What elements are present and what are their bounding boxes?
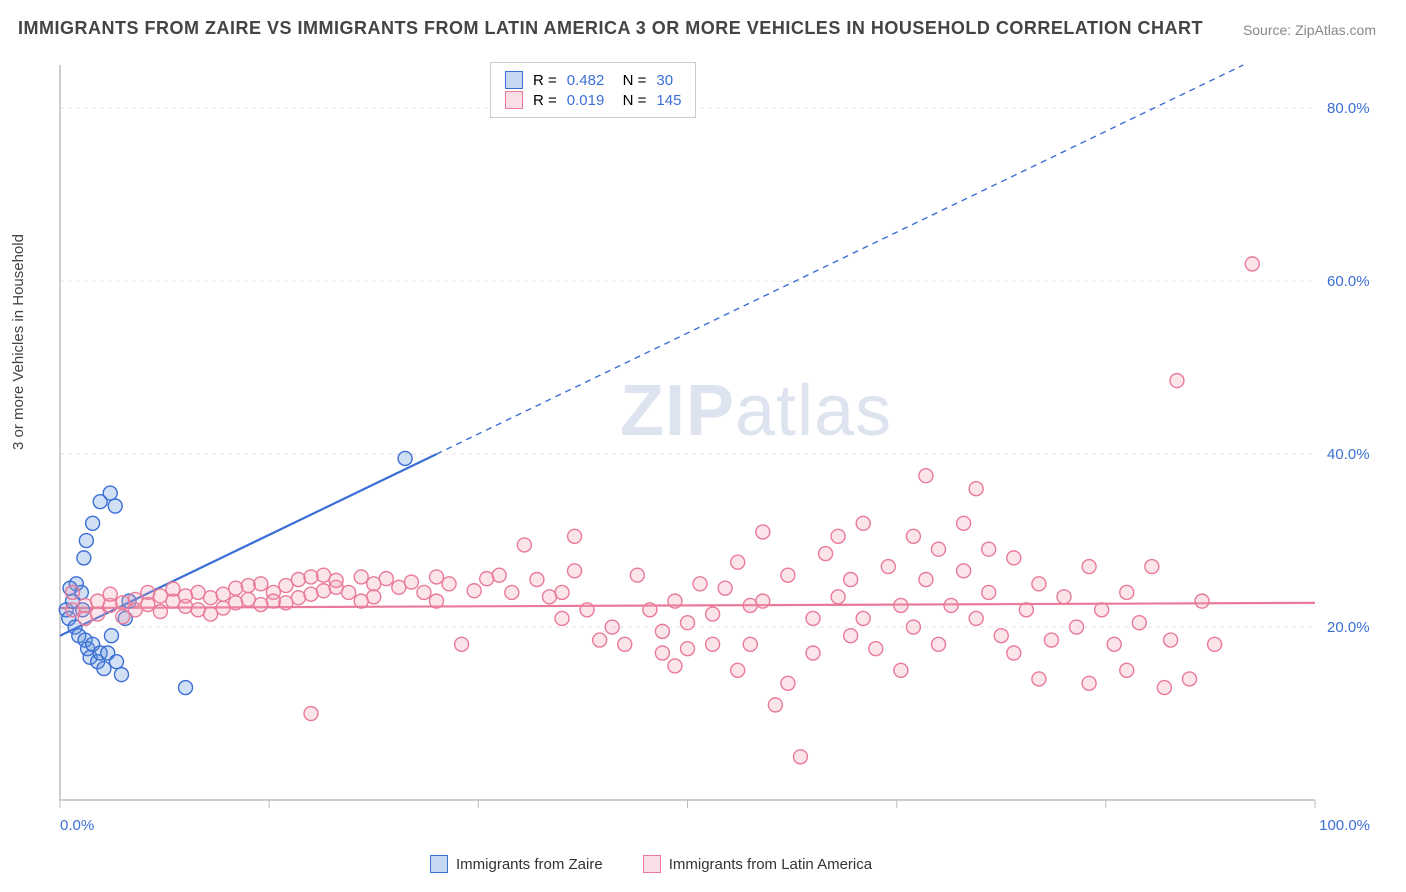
legend-row-zaire: R = 0.482 N = 30: [505, 71, 681, 89]
svg-text:20.0%: 20.0%: [1327, 619, 1370, 636]
r-latin: 0.019: [567, 92, 605, 109]
legend-label-zaire: Immigrants from Zaire: [456, 856, 603, 873]
svg-text:100.0%: 100.0%: [1319, 817, 1370, 834]
legend-row-latin: R = 0.019 N = 145: [505, 91, 681, 109]
n-zaire: 30: [656, 72, 673, 89]
swatch-zaire: [505, 71, 523, 89]
n-latin: 145: [656, 92, 681, 109]
source-label: Source: ZipAtlas.com: [1243, 22, 1376, 38]
svg-text:80.0%: 80.0%: [1327, 100, 1370, 117]
correlation-legend: R = 0.482 N = 30 R = 0.019 N = 145: [490, 62, 696, 118]
swatch-zaire-icon: [430, 855, 448, 873]
swatch-latin: [505, 91, 523, 109]
legend-item-zaire: Immigrants from Zaire: [430, 855, 603, 873]
y-axis-label: 3 or more Vehicles in Household: [10, 234, 27, 450]
scatter-plot: 20.0% 40.0% 60.0% 80.0% 0.0% 100.0%: [50, 55, 1380, 845]
r-zaire: 0.482: [567, 72, 605, 89]
svg-text:0.0%: 0.0%: [60, 817, 94, 834]
legend-item-latin: Immigrants from Latin America: [643, 855, 872, 873]
svg-text:60.0%: 60.0%: [1327, 273, 1370, 290]
legend-label-latin: Immigrants from Latin America: [669, 856, 872, 873]
svg-text:40.0%: 40.0%: [1327, 446, 1370, 463]
swatch-latin-icon: [643, 855, 661, 873]
chart-title: IMMIGRANTS FROM ZAIRE VS IMMIGRANTS FROM…: [18, 18, 1203, 39]
series-legend: Immigrants from Zaire Immigrants from La…: [430, 855, 872, 873]
